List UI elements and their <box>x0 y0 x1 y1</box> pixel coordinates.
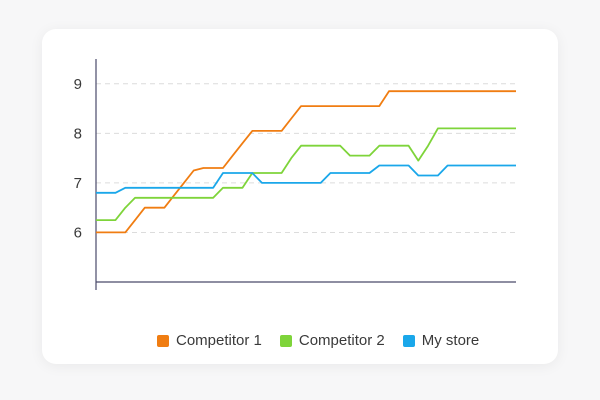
y-tick-label: 8 <box>74 125 82 142</box>
legend: Competitor 1 Competitor 2 My store <box>157 332 479 349</box>
legend-swatch <box>157 334 169 347</box>
legend-item: Competitor 1 <box>157 332 262 349</box>
legend-label: Competitor 1 <box>176 332 262 349</box>
legend-label: Competitor 2 <box>298 332 385 349</box>
legend-swatch <box>279 334 292 347</box>
y-tick-label: 6 <box>74 224 82 241</box>
series-line-my-store <box>96 164 516 194</box>
series-line-competitor-2 <box>96 127 516 222</box>
y-tick-label: 9 <box>74 76 82 93</box>
y-tick-label: 7 <box>74 175 82 192</box>
legend-label: My store <box>421 332 480 349</box>
legend-item: My store <box>402 332 480 349</box>
series-line-competitor-1 <box>96 90 516 234</box>
legend-swatch <box>402 334 415 347</box>
line-chart: 6 7 8 9 <box>74 59 516 290</box>
legend-item: Competitor 2 <box>279 332 385 349</box>
chart-card: 6 7 8 9 Competitor 1 Competitor 2 My store <box>42 29 558 364</box>
